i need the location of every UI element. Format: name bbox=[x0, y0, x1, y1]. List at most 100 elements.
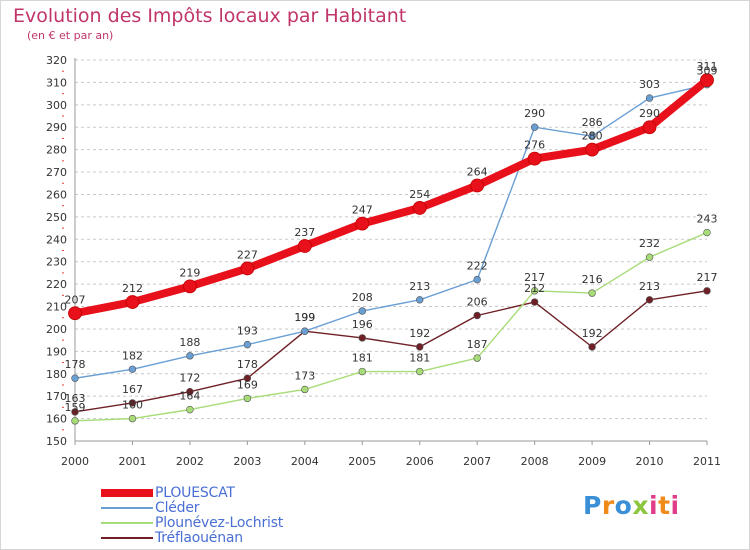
y-tick-label: 250 bbox=[46, 211, 67, 224]
data-point bbox=[128, 365, 137, 373]
y-tick-label: 200 bbox=[46, 323, 67, 336]
x-tick-label: 2009 bbox=[578, 455, 606, 468]
legend-item: Cléder bbox=[101, 499, 283, 516]
data-label: 192 bbox=[409, 327, 430, 340]
data-labels: 163 167 172 178 199 196 192 206 212 192 213 217 159 1… bbox=[65, 60, 718, 414]
x-tick-label: 2003 bbox=[233, 455, 261, 468]
grid bbox=[75, 59, 707, 442]
data-label: 219 bbox=[179, 266, 200, 279]
x-tick-label: 2000 bbox=[61, 455, 89, 468]
y-tick-label: 210 bbox=[46, 301, 67, 314]
data-label: 159 bbox=[65, 401, 86, 414]
data-point bbox=[588, 343, 596, 351]
data-point bbox=[588, 132, 596, 140]
y-tick-label: 260 bbox=[46, 188, 67, 201]
data-label: 208 bbox=[352, 291, 373, 304]
x-tick-label: 2001 bbox=[118, 455, 146, 468]
data-label: 309 bbox=[697, 65, 718, 78]
y-tick-label: 270 bbox=[46, 166, 67, 179]
y-tick-label: 310 bbox=[46, 76, 67, 89]
chart-title: Evolution des Impôts locaux par Habitant bbox=[13, 5, 407, 27]
data-point bbox=[128, 414, 137, 423]
data-point bbox=[183, 279, 197, 294]
x-tick-label: 2010 bbox=[636, 455, 664, 468]
data-label: 280 bbox=[582, 130, 603, 143]
y-tick-label: 220 bbox=[46, 278, 67, 291]
data-point bbox=[588, 289, 596, 297]
y-tick-label: 240 bbox=[46, 233, 67, 246]
data-label: 264 bbox=[467, 166, 488, 179]
data-point bbox=[71, 374, 79, 382]
data-label: 187 bbox=[467, 338, 488, 351]
data-label: 163 bbox=[65, 392, 86, 405]
data-label: 173 bbox=[294, 369, 315, 382]
y-tick-label: 190 bbox=[46, 345, 67, 358]
data-label: 247 bbox=[352, 204, 373, 217]
logo-letter: i bbox=[670, 491, 680, 520]
data-point bbox=[186, 405, 194, 414]
data-label: 188 bbox=[179, 336, 200, 349]
data-point bbox=[645, 296, 654, 304]
data-point bbox=[645, 253, 654, 261]
data-label: 196 bbox=[352, 318, 373, 331]
data-label: 232 bbox=[639, 237, 660, 250]
data-label: 199 bbox=[294, 311, 315, 324]
data-point bbox=[71, 408, 79, 416]
data-point bbox=[530, 298, 539, 306]
data-point bbox=[297, 239, 312, 253]
chart-subtitle: (en € et par an) bbox=[27, 29, 114, 42]
data-label: 290 bbox=[524, 107, 545, 120]
data-point bbox=[125, 295, 140, 309]
data-point bbox=[703, 228, 711, 237]
y-tick-label: 170 bbox=[46, 390, 67, 403]
legend-label: Plounévez-Lochrist bbox=[155, 514, 284, 531]
x-tick-label: 2007 bbox=[463, 455, 491, 468]
data-label: 172 bbox=[179, 372, 200, 385]
series-line-PLOUESCAT bbox=[71, 76, 711, 318]
data-point bbox=[68, 306, 82, 321]
legend-item: Tréflaouénan bbox=[101, 529, 283, 546]
x-tick-label: 2004 bbox=[291, 455, 319, 468]
data-label: 254 bbox=[409, 188, 430, 201]
data-label: 169 bbox=[237, 378, 258, 391]
data-label: 216 bbox=[582, 273, 603, 286]
series-line-Cléder bbox=[74, 83, 708, 379]
y-tick-label: 150 bbox=[46, 435, 67, 448]
legend-label: Tréflaouénan bbox=[155, 529, 243, 546]
data-point bbox=[355, 216, 370, 231]
data-label: 222 bbox=[467, 260, 488, 273]
legend-item: PLOUESCAT bbox=[101, 484, 283, 501]
legend-label: PLOUESCAT bbox=[155, 484, 235, 501]
data-point bbox=[473, 275, 481, 284]
y-tick-label: 160 bbox=[46, 413, 67, 426]
data-point bbox=[416, 367, 424, 376]
data-point bbox=[301, 327, 309, 335]
data-label: 181 bbox=[409, 352, 430, 365]
data-point bbox=[243, 374, 252, 382]
data-label: 213 bbox=[409, 280, 430, 293]
data-label: 181 bbox=[352, 352, 373, 365]
data-label: 160 bbox=[122, 399, 143, 412]
data-label: 178 bbox=[237, 358, 258, 371]
data-point bbox=[301, 385, 309, 394]
x-tick-label: 2011 bbox=[693, 455, 721, 468]
data-label: 286 bbox=[582, 116, 603, 129]
y-tick-label: 280 bbox=[46, 144, 67, 157]
legend-swatch bbox=[101, 521, 153, 524]
logo-letter: P bbox=[583, 491, 602, 520]
data-point bbox=[585, 142, 599, 157]
legend-item: Plounévez-Lochrist bbox=[101, 514, 284, 531]
data-point bbox=[470, 178, 485, 193]
data-point bbox=[358, 334, 366, 342]
data-label: 182 bbox=[122, 349, 143, 362]
data-label: 227 bbox=[237, 248, 258, 261]
logo-letter: o bbox=[614, 491, 633, 520]
data-point bbox=[416, 296, 424, 304]
x-tick-label: 2006 bbox=[406, 455, 434, 468]
y-tick-label: 300 bbox=[46, 99, 67, 112]
legend-label: Cléder bbox=[155, 499, 200, 516]
data-label: 178 bbox=[65, 358, 86, 371]
data-label: 276 bbox=[524, 139, 545, 152]
series-points bbox=[68, 73, 714, 425]
